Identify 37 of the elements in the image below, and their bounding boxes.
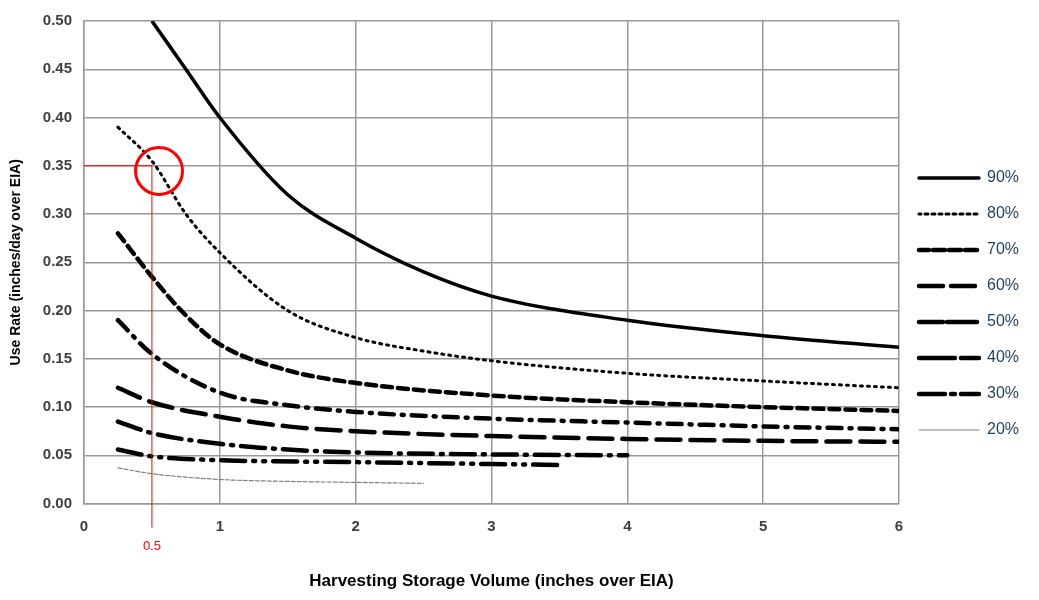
y-tick-label: 0.45 bbox=[42, 59, 72, 77]
y-tick-label: 0.40 bbox=[42, 107, 72, 125]
ref-line-label: 0.5 bbox=[142, 537, 161, 553]
x-tick-label: 0 bbox=[79, 516, 89, 534]
y-tick-label: 0.00 bbox=[42, 493, 72, 511]
line-series bbox=[115, 447, 562, 468]
x-axis-title: Harvesting Storage Volume (inches over EIA) bbox=[309, 571, 674, 591]
x-tick-label: 5 bbox=[758, 516, 768, 534]
y-axis-title: Use Rate (inches/day over EIA) bbox=[7, 159, 24, 366]
line-series bbox=[115, 317, 899, 432]
y-tick-label: 0.10 bbox=[42, 397, 72, 415]
line-series bbox=[115, 231, 899, 414]
legend-label: 40% bbox=[986, 348, 1020, 366]
x-tick-label: 3 bbox=[487, 516, 496, 534]
line-series bbox=[115, 385, 899, 445]
line-series bbox=[115, 419, 630, 458]
y-tick-label: 0.25 bbox=[42, 252, 72, 270]
x-tick-label: 1 bbox=[215, 516, 224, 534]
y-tick-label: 0.05 bbox=[42, 445, 72, 463]
legend-label: 50% bbox=[986, 312, 1020, 330]
legend-label: 20% bbox=[986, 420, 1020, 438]
x-tick-label: 2 bbox=[351, 516, 360, 534]
y-tick-label: 0.30 bbox=[42, 204, 72, 222]
line-series bbox=[117, 467, 425, 484]
legend-label: 30% bbox=[986, 384, 1020, 402]
legend-label: 80% bbox=[986, 204, 1020, 222]
y-tick-label: 0.35 bbox=[42, 155, 72, 173]
line-series bbox=[150, 21, 899, 349]
legend-label: 70% bbox=[986, 240, 1020, 258]
x-tick-label: 6 bbox=[894, 516, 904, 534]
y-tick-label: 0.20 bbox=[42, 300, 72, 318]
y-tick-label: 0.15 bbox=[42, 348, 72, 366]
legend-label: 90% bbox=[986, 168, 1020, 186]
legend-label: 60% bbox=[986, 276, 1020, 294]
x-tick-label: 4 bbox=[623, 516, 633, 534]
line-series bbox=[116, 125, 899, 390]
y-tick-label: 0.50 bbox=[42, 11, 72, 29]
